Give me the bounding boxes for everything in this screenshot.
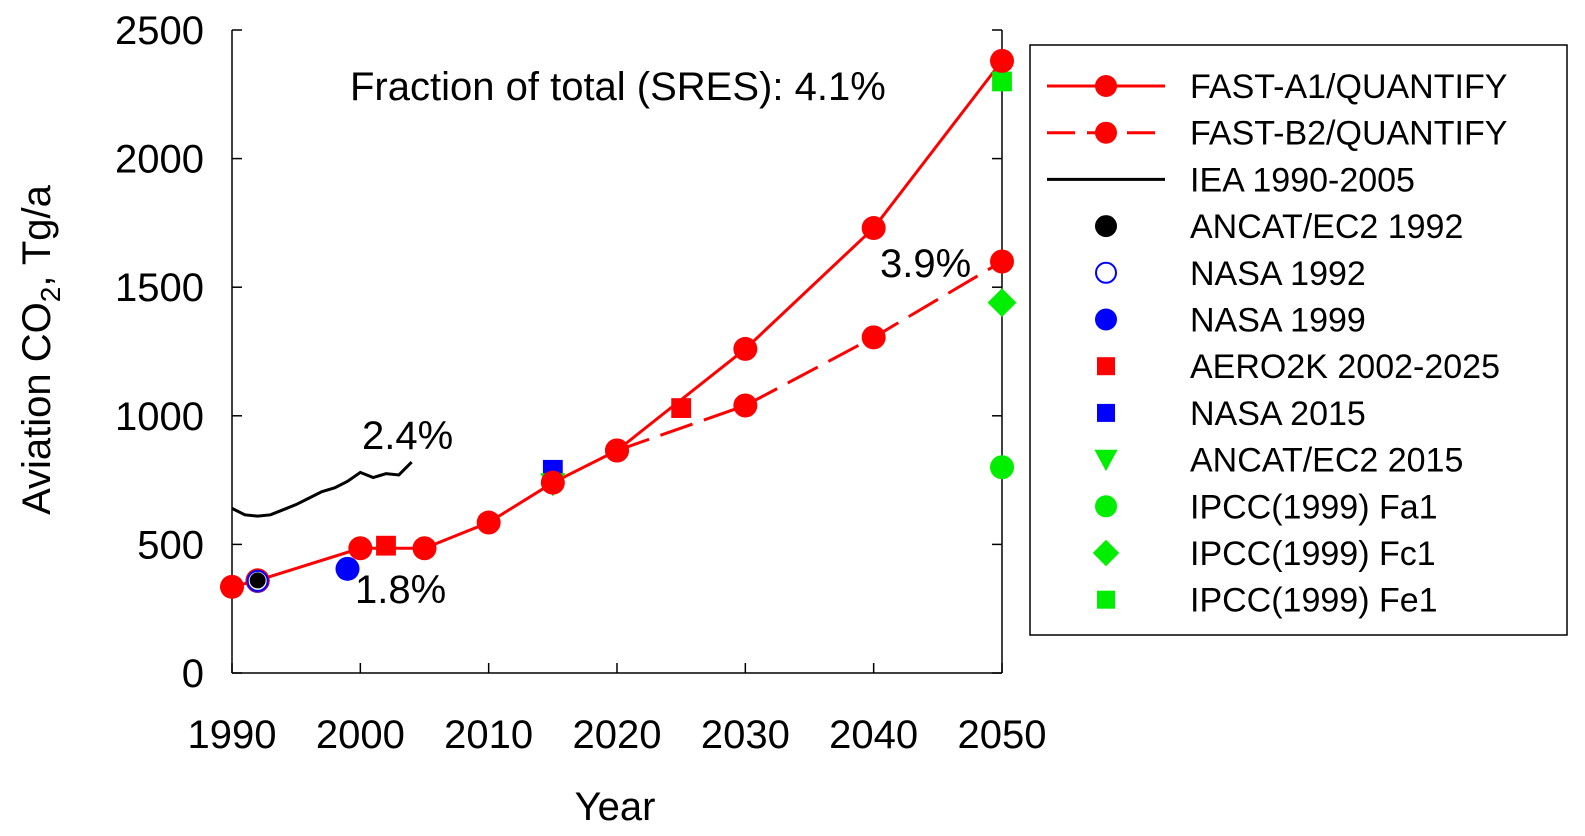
annotation-1990s-fraction: 1.8% (355, 568, 446, 612)
legend-marker (1095, 121, 1117, 144)
annotation-fraction-total: Fraction of total (SRES): 4.1% (350, 65, 886, 109)
legend-box (1029, 44, 1568, 636)
legend-label: NASA 1999 (1190, 302, 1366, 340)
y-tick-label: 0 (182, 652, 204, 696)
legend-item: NASA 1992 (1095, 255, 1366, 293)
x-tick-label: 2040 (829, 713, 918, 757)
legend-label: FAST-A1/QUANTIFY (1190, 68, 1507, 106)
x-tick-label: 2010 (444, 713, 533, 757)
data-point-0-3 (412, 536, 437, 561)
y-tick-label: 1000 (115, 395, 204, 439)
x-tick-label: 1990 (188, 713, 277, 757)
legend-marker (1094, 449, 1118, 472)
data-point-0-0 (220, 574, 244, 599)
data-point-6-1 (671, 398, 692, 418)
y-tick-label: 2500 (115, 9, 204, 53)
series-line-2 (231, 461, 413, 518)
data-point-overlay-3-0 (249, 572, 266, 589)
legend-marker (1097, 357, 1115, 376)
series-line-1 (616, 260, 1003, 452)
legend-item: ANCAT/EC2 1992 (1095, 208, 1463, 246)
legend-item: FAST-B2/QUANTIFY (1047, 115, 1507, 153)
axis-ticks: 1990 2000 2010 2020 2030 2040 2050 0 500 1000 1500… (115, 9, 1046, 757)
data-point-1-0 (605, 438, 629, 463)
y-axis-label-unit: , Tg/a (15, 184, 59, 286)
x-tick-label: 2000 (316, 713, 405, 757)
legend-item: IPCC(1999) Fe1 (1097, 582, 1438, 620)
legend-item: AERO2K 2002-2025 (1097, 348, 1500, 386)
data-point-0-9 (990, 48, 1014, 73)
legend-label: IPCC(1999) Fe1 (1190, 582, 1438, 620)
legend-marker (1095, 215, 1117, 238)
x-tick-label: 2030 (701, 713, 790, 757)
legend-label: ANCAT/EC2 1992 (1190, 208, 1463, 246)
y-axis-label: Aviation CO2, Tg/a (15, 184, 66, 515)
legend-item: NASA 1999 (1095, 302, 1366, 340)
legend-item: IEA 1990-2005 (1047, 161, 1415, 199)
legend-marker (1095, 308, 1117, 331)
legend-marker (1097, 403, 1115, 422)
legend: FAST-A1/QUANTIFY FAST-B2/QUANTIFY IEA 1990… (1029, 44, 1568, 636)
data-point-0-5 (540, 470, 565, 495)
data-point-1-2 (861, 325, 886, 350)
legend-item: NASA 2015 (1097, 395, 1366, 433)
legend-marker (1095, 75, 1117, 97)
x-tick-label: 2020 (573, 713, 662, 757)
data-point-1-3 (990, 249, 1014, 274)
legend-label: IEA 1990-2005 (1190, 161, 1415, 199)
data-point-9-0 (990, 455, 1014, 480)
data-point-10-0 (987, 288, 1017, 318)
data-point-11-0 (992, 71, 1012, 92)
legend-marker (1095, 495, 1117, 518)
legend-item: IPCC(1999) Fc1 (1092, 535, 1436, 573)
legend-label: AERO2K 2002-2025 (1190, 348, 1500, 386)
legend-marker (1092, 539, 1120, 567)
data-point-0-4 (476, 510, 501, 535)
legend-label: ANCAT/EC2 2015 (1190, 442, 1463, 480)
legend-marker (1095, 261, 1117, 284)
data-point-6-0 (376, 535, 396, 556)
y-tick-label: 500 (137, 523, 204, 567)
data-point-0-2 (348, 536, 373, 561)
y-tick-label: 2000 (115, 138, 204, 182)
legend-item: IPCC(1999) Fa1 (1095, 488, 1438, 526)
y-axis-label-main: Aviation CO (15, 302, 59, 515)
data-point-0-8 (861, 216, 886, 241)
data-point-1-1 (733, 393, 758, 418)
annotation-iea-fraction: 2.4% (362, 414, 453, 458)
data-point-0-7 (733, 336, 758, 361)
x-tick-label: 2050 (958, 713, 1047, 757)
legend-label: NASA 1992 (1190, 255, 1366, 293)
y-axis-label-subscript: 2 (35, 287, 66, 303)
legend-label: IPCC(1999) Fa1 (1190, 488, 1438, 526)
series-line-0 (231, 59, 1004, 589)
legend-item: FAST-A1/QUANTIFY (1047, 68, 1507, 106)
data-point-5-0 (335, 556, 360, 581)
legend-item: ANCAT/EC2 2015 (1094, 442, 1463, 480)
annotation-b2-fraction: 3.9% (880, 242, 971, 286)
series-layer (231, 59, 1004, 589)
legend-marker (1097, 590, 1115, 609)
x-axis-label: Year (575, 785, 656, 829)
marker-layer (220, 48, 1017, 599)
legend-label: NASA 2015 (1190, 395, 1366, 433)
legend-label: FAST-B2/QUANTIFY (1190, 115, 1507, 153)
y-tick-label: 1500 (115, 266, 204, 310)
legend-label: IPCC(1999) Fc1 (1190, 535, 1436, 573)
